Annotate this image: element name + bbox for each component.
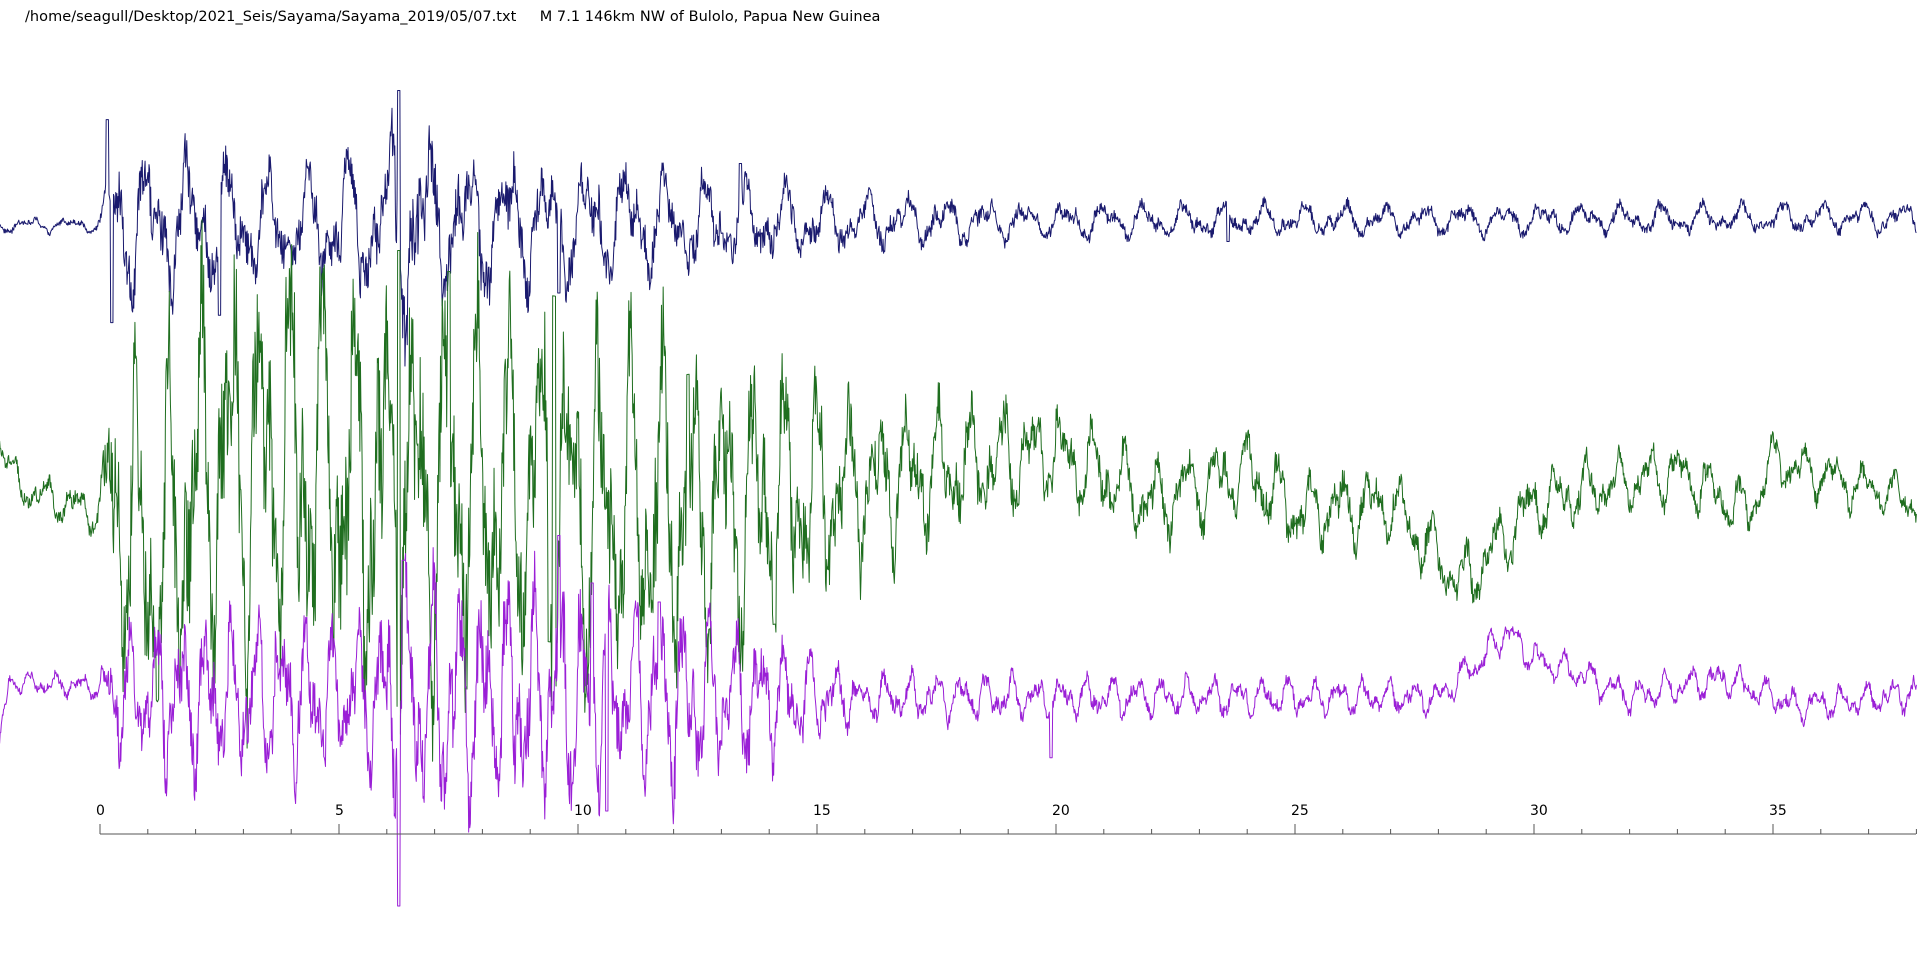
tick-label-20: 20	[1052, 803, 1070, 819]
traces	[0, 90, 1917, 907]
tick-label-30: 30	[1530, 803, 1548, 819]
tick-label-0: 0	[96, 803, 105, 819]
tick-label-5: 5	[335, 803, 344, 819]
trace-line-1	[0, 90, 1917, 367]
trace-line-2	[0, 219, 1917, 762]
window-title: /home/seagull/Desktop/2021_Seis/Sayama/S…	[25, 9, 881, 25]
tick-label-10: 10	[574, 803, 592, 819]
trace-line-3	[0, 535, 1917, 907]
tick-label-25: 25	[1291, 803, 1309, 819]
time-axis: 0 5 10 15 20 25 30 35	[96, 803, 1917, 835]
tick-label-15: 15	[813, 803, 831, 819]
tick-label-35: 35	[1769, 803, 1787, 819]
